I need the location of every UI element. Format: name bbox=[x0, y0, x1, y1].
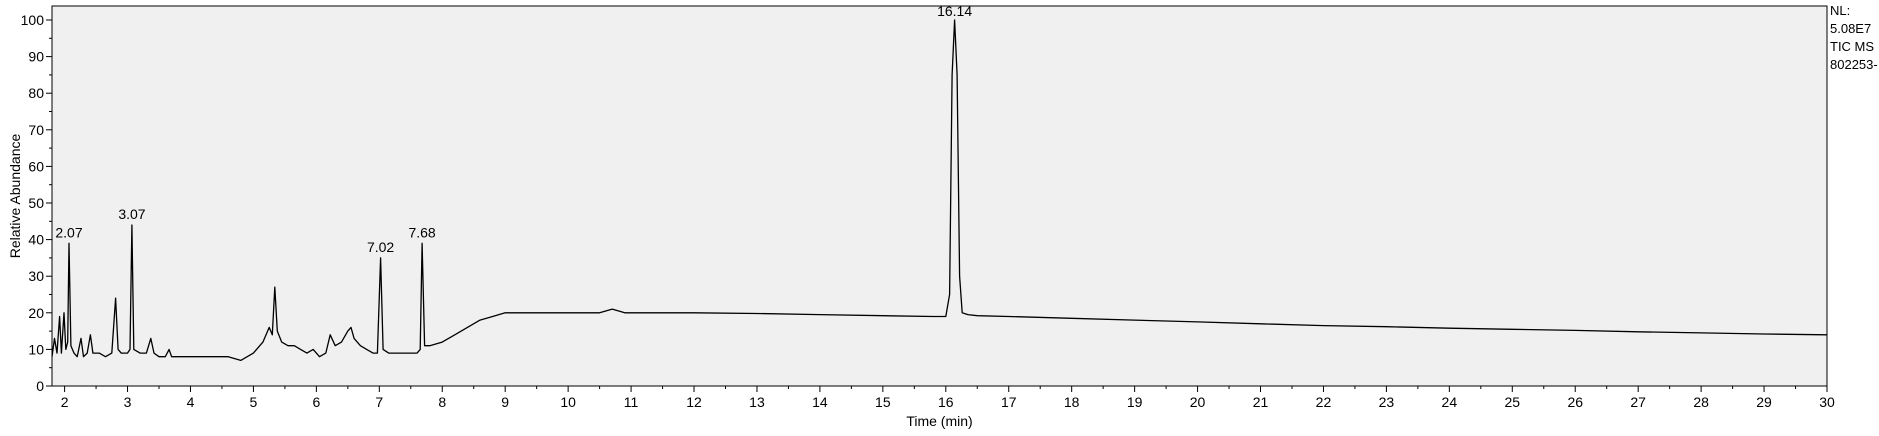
x-axis-title: Time (min) bbox=[906, 413, 972, 429]
x-tick-label: 3 bbox=[124, 394, 132, 410]
x-tick-label: 17 bbox=[1001, 394, 1017, 410]
peak-label: 2.07 bbox=[55, 224, 82, 240]
y-tick-label: 70 bbox=[28, 122, 44, 138]
x-tick-label: 21 bbox=[1253, 394, 1269, 410]
x-tick-label: 16 bbox=[938, 394, 954, 410]
info-line: NL: bbox=[1830, 3, 1850, 18]
x-tick-label: 19 bbox=[1127, 394, 1143, 410]
x-tick-label: 4 bbox=[187, 394, 195, 410]
x-tick-label: 30 bbox=[1819, 394, 1835, 410]
x-tick-label: 22 bbox=[1316, 394, 1332, 410]
x-tick-label: 11 bbox=[624, 394, 639, 410]
x-tick-label: 26 bbox=[1567, 394, 1583, 410]
peak-label: 7.02 bbox=[367, 239, 394, 255]
x-tick-label: 2 bbox=[61, 394, 69, 410]
x-tick-label: 10 bbox=[560, 394, 576, 410]
peak-label: 7.68 bbox=[408, 224, 435, 240]
peak-label: 3.07 bbox=[118, 206, 145, 222]
info-line: 5.08E7 bbox=[1830, 21, 1871, 36]
x-tick-label: 29 bbox=[1756, 394, 1772, 410]
x-tick-label: 8 bbox=[438, 394, 446, 410]
x-tick-label: 14 bbox=[812, 394, 828, 410]
x-tick-label: 23 bbox=[1379, 394, 1395, 410]
x-tick-label: 9 bbox=[501, 394, 509, 410]
y-tick-label: 40 bbox=[28, 232, 44, 248]
x-tick-label: 25 bbox=[1504, 394, 1520, 410]
x-tick-label: 24 bbox=[1442, 394, 1458, 410]
y-tick-label: 60 bbox=[28, 158, 44, 174]
info-line: TIC MS bbox=[1830, 39, 1874, 54]
x-tick-label: 5 bbox=[250, 394, 258, 410]
x-tick-label: 20 bbox=[1190, 394, 1206, 410]
x-tick-label: 28 bbox=[1693, 394, 1709, 410]
x-tick-label: 7 bbox=[375, 394, 383, 410]
x-tick-label: 18 bbox=[1064, 394, 1080, 410]
info-line: 802253- bbox=[1830, 57, 1878, 72]
y-tick-label: 30 bbox=[28, 268, 44, 284]
y-tick-label: 10 bbox=[28, 341, 44, 357]
y-tick-label: 80 bbox=[28, 85, 44, 101]
plot-area bbox=[51, 5, 1828, 387]
x-tick-label: 15 bbox=[875, 394, 891, 410]
y-tick-label: 90 bbox=[28, 49, 44, 65]
peak-label: 16.14 bbox=[937, 3, 972, 19]
y-tick-label: 0 bbox=[36, 378, 44, 394]
y-tick-label: 50 bbox=[28, 195, 44, 211]
y-tick-label: 100 bbox=[21, 12, 45, 28]
y-tick-label: 20 bbox=[28, 305, 44, 321]
x-tick-label: 12 bbox=[686, 394, 702, 410]
x-tick-label: 6 bbox=[312, 394, 320, 410]
x-tick-label: 27 bbox=[1630, 394, 1646, 410]
y-axis-title: Relative Abundance bbox=[7, 134, 23, 259]
series-line-tic bbox=[51, 19, 1828, 362]
x-tick-label: 13 bbox=[749, 394, 765, 410]
